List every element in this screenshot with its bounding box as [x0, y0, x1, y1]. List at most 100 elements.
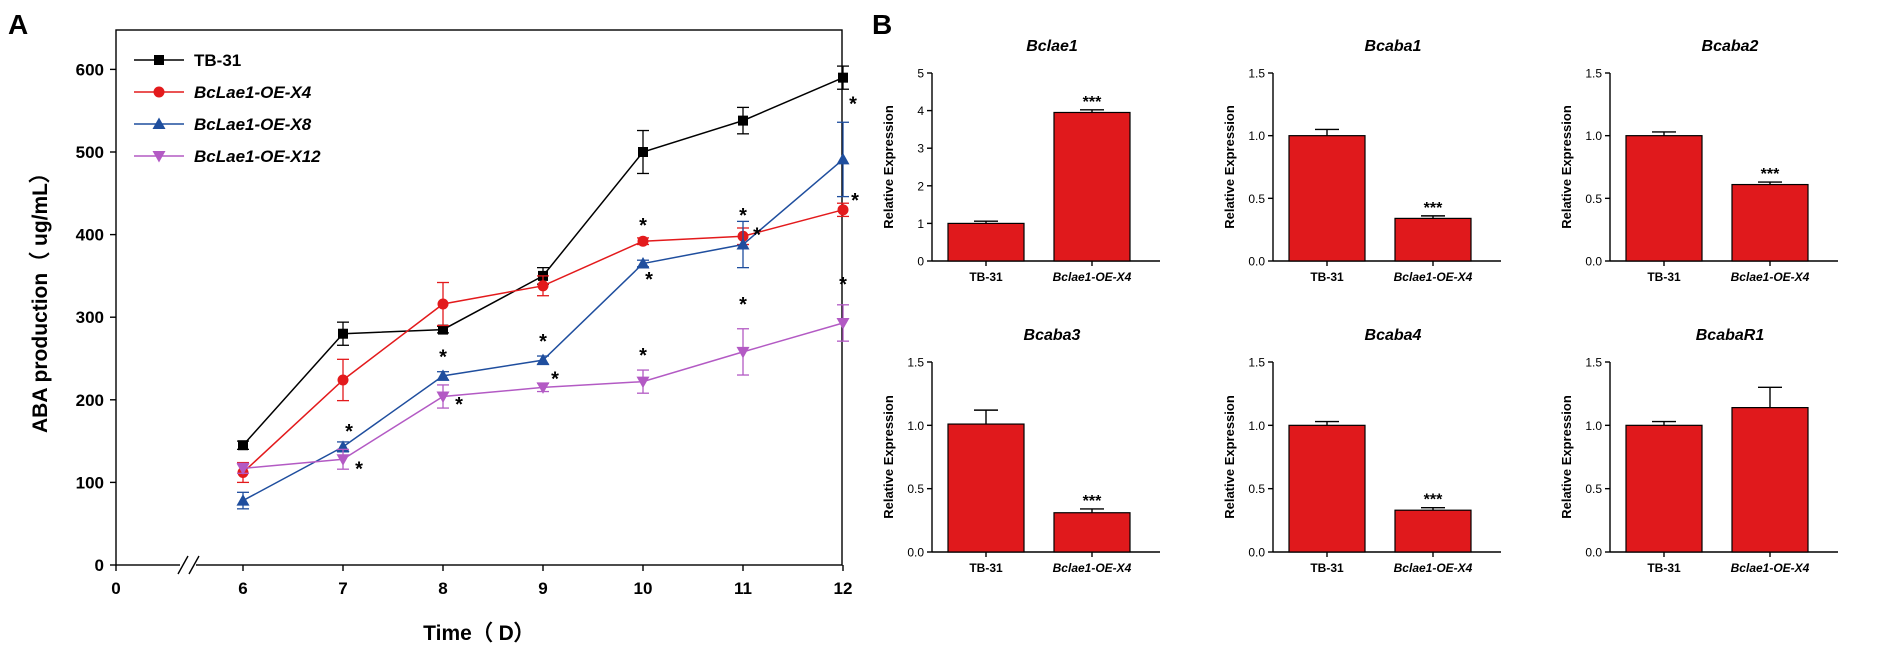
subplot-bcabar1: BcabaR1 Relative Expression 0.0 0.5 1.0 1.5 TB…	[1559, 327, 1838, 575]
y-axis-title: Relative Expression	[1222, 395, 1237, 519]
significance-star: *	[439, 347, 447, 369]
bar-tb-31	[1288, 135, 1366, 262]
y-tick-label: 1.0	[907, 419, 924, 433]
series-line-bclae1-oe-x8	[242, 158, 844, 502]
x-tick-label: TB-31	[1647, 561, 1681, 575]
data-point	[636, 257, 650, 269]
series-bclae1-oe-x4: * **	[237, 190, 859, 484]
subplot-title: Bcaba1	[1365, 38, 1422, 55]
significance-star: *	[753, 224, 761, 246]
y-tick-label: 0.5	[1585, 482, 1602, 496]
data-point	[437, 298, 449, 310]
y-tick-label: 1.0	[1248, 419, 1265, 433]
y-tick-label: 1.0	[1248, 129, 1265, 143]
x-tick-label: 12	[834, 579, 853, 598]
bar-tb-31	[1288, 424, 1366, 553]
significance-star: *	[645, 269, 653, 291]
y-tick-label: 200	[76, 391, 104, 410]
data-point	[536, 353, 550, 366]
x-tick-label: 11	[734, 579, 752, 598]
y-tick-label: 0.5	[907, 482, 924, 496]
significance-star: *	[851, 190, 859, 212]
y-tick-label: 0.5	[1585, 192, 1602, 206]
x-tick-label: TB-31	[1647, 270, 1681, 284]
subplot-title: Bcaba2	[1702, 38, 1759, 55]
y-tick-label: 3	[917, 142, 924, 156]
y-tick-label: 2	[917, 179, 924, 193]
significance-star: *	[839, 274, 847, 296]
bar-tb-31	[947, 222, 1025, 262]
y-tick-label: 1.5	[1248, 356, 1265, 370]
data-point	[838, 72, 848, 83]
x-tick-label: Bclae1-OE-X4	[1394, 561, 1473, 575]
significance-star: *	[739, 205, 747, 227]
panel-a-line-chart: 0 100 200 300 400 500 600 0 6 7 8 9 10 11 12 Time（ D） AB…	[28, 29, 859, 645]
significance-star: *	[639, 345, 647, 367]
y-tick-label: 0.5	[1248, 482, 1265, 496]
subplot-bcaba2: Bcaba2 Relative Expression 0.0 0.5 1.0 1.5 TB-…	[1559, 38, 1838, 284]
x-tick-label: 9	[538, 579, 547, 598]
y-tick-label: 1.5	[907, 356, 924, 370]
y-axis-title: Relative Expression	[1559, 395, 1574, 519]
legend-marker	[152, 151, 166, 163]
series-tb-31	[237, 65, 849, 451]
data-point	[436, 369, 450, 381]
x-tick-label: TB-31	[1310, 270, 1344, 284]
data-point	[637, 235, 649, 247]
x-tick-label: 10	[634, 579, 653, 598]
legend-label-bclae1-oe-x12: BcLae1-OE-X12	[194, 147, 321, 166]
panel-label-a: A	[8, 9, 28, 40]
data-point	[238, 440, 248, 451]
x-tick-label: 0	[111, 579, 120, 598]
x-tick-label: Bclae1-OE-X4	[1053, 561, 1132, 575]
data-point	[438, 324, 448, 335]
y-tick-label: 0.0	[1248, 255, 1265, 269]
subplot-bcaba4: Bcaba4 Relative Expression 0.0 0.5 1.0 1.5 TB-…	[1222, 327, 1501, 575]
y-tick-label: 1.5	[1585, 356, 1602, 370]
x-tick-label: Bclae1-OE-X4	[1394, 270, 1473, 284]
data-point	[337, 374, 349, 386]
series-bclae1-oe-x8: ******	[236, 93, 857, 510]
y-tick-label: 0.0	[1585, 255, 1602, 269]
significance-star: ***	[1761, 166, 1780, 183]
data-point	[736, 238, 750, 250]
x-tick-label: 6	[238, 579, 247, 598]
y-tick-label: 300	[76, 308, 104, 327]
y-tick-label: 600	[76, 60, 104, 79]
significance-star: *	[739, 294, 747, 316]
data-point	[837, 204, 849, 216]
y-tick-label: 1.5	[1585, 67, 1602, 81]
subplot-title: Bcaba4	[1365, 327, 1422, 344]
legend-marker	[154, 55, 164, 65]
x-tick-label: Bclae1-OE-X4	[1053, 270, 1132, 284]
significance-star: *	[639, 215, 647, 237]
bar-bclae1-oe-x4	[1394, 217, 1472, 262]
data-point	[536, 382, 550, 394]
y-axis-title: Relative Expression	[881, 105, 896, 229]
data-point	[236, 494, 250, 506]
y-tick-label: 1	[917, 217, 924, 231]
bar-bclae1-oe-x4	[1731, 183, 1809, 262]
y-tick-label: 4	[917, 104, 924, 118]
y-axis-title: Relative Expression	[881, 395, 896, 519]
y-tick-label: 0.0	[907, 546, 924, 560]
y-tick-label: 1.0	[1585, 419, 1602, 433]
legend: TB-31 BcLae1-OE-X4 BcLae1-OE-X8 BcLae1-OE-X…	[134, 51, 321, 166]
y-axis-title: ABA production（ ug/mL）	[28, 162, 52, 433]
significance-star: *	[539, 331, 547, 353]
y-tick-label: 400	[76, 226, 104, 245]
panel-label-b: B	[872, 9, 892, 40]
significance-star: *	[551, 368, 559, 390]
bar-tb-31	[947, 423, 1025, 553]
y-tick-label: 1.5	[1248, 67, 1265, 81]
legend-label-tb-31: TB-31	[194, 51, 241, 70]
data-point	[436, 391, 450, 403]
axis-break-gap	[180, 562, 196, 568]
significance-star: ***	[1424, 492, 1443, 509]
x-tick-label: Bclae1-OE-X4	[1731, 561, 1810, 575]
plot-frame	[115, 29, 843, 566]
y-tick-label: 0	[95, 556, 104, 575]
